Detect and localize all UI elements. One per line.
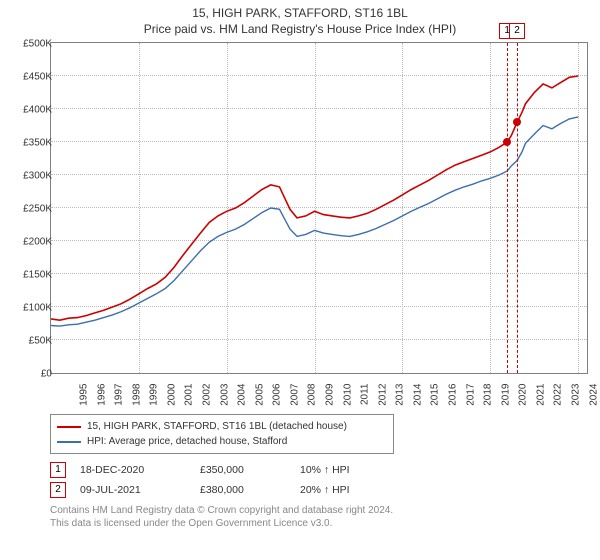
legend-label: 15, HIGH PARK, STAFFORD, ST16 1BL (detac…	[87, 419, 347, 434]
sale-marker-point	[513, 118, 521, 126]
sale-row: 2 09-JUL-2021£380,00020% ↑ HPI	[50, 482, 592, 498]
footnote-line2: This data is licensed under the Open Gov…	[50, 517, 592, 530]
sale-marker-badge: 2	[509, 23, 525, 39]
x-tick-label: 2011	[360, 384, 371, 414]
legend-swatch	[57, 441, 81, 443]
x-tick-label: 1996	[96, 384, 107, 414]
x-tick-label: 2002	[202, 384, 213, 414]
footnote: Contains HM Land Registry data © Crown c…	[50, 504, 592, 530]
y-tick-label: £50K	[12, 336, 52, 347]
legend-label: HPI: Average price, detached house, Staf…	[87, 434, 287, 449]
y-tick-label: £450K	[12, 72, 52, 83]
sale-marker-point	[503, 138, 511, 146]
x-tick-label: 2004	[237, 384, 248, 414]
sale-row: 1 18-DEC-2020£350,00010% ↑ HPI	[50, 462, 592, 478]
y-tick-label: £250K	[12, 204, 52, 215]
legend: 15, HIGH PARK, STAFFORD, ST16 1BL (detac…	[50, 414, 394, 454]
sale-vs-hpi: 20% ↑ HPI	[300, 484, 350, 496]
y-tick-label: £150K	[12, 270, 52, 281]
x-tick-label: 2018	[483, 384, 494, 414]
y-tick-label: £500K	[12, 39, 52, 50]
x-tick-label: 2009	[325, 384, 336, 414]
chart-title: 15, HIGH PARK, STAFFORD, ST16 1BL	[8, 6, 592, 20]
legend-row: HPI: Average price, detached house, Staf…	[57, 434, 387, 449]
y-tick-label: £200K	[12, 237, 52, 248]
x-tick-label: 2005	[254, 384, 265, 414]
y-tick-label: £350K	[12, 138, 52, 149]
footnote-line1: Contains HM Land Registry data © Crown c…	[50, 504, 592, 517]
x-tick-label: 2013	[395, 384, 406, 414]
x-tick-label: 2007	[289, 384, 300, 414]
x-tick-label: 2012	[377, 384, 388, 414]
y-tick-label: £400K	[12, 105, 52, 116]
x-tick-label: 1998	[131, 384, 142, 414]
x-tick-label: 2024	[588, 384, 599, 414]
x-tick-label: 2015	[430, 384, 441, 414]
x-tick-label: 1999	[149, 384, 160, 414]
x-tick-label: 2010	[342, 384, 353, 414]
y-tick-label: £300K	[12, 171, 52, 182]
x-tick-label: 2023	[571, 384, 582, 414]
y-tick-label: £100K	[12, 303, 52, 314]
x-tick-label: 2000	[166, 384, 177, 414]
y-tick-label: £0	[12, 369, 52, 380]
sale-badge: 2	[50, 482, 66, 498]
x-tick-label: 2008	[307, 384, 318, 414]
x-tick-label: 2014	[412, 384, 423, 414]
x-tick-label: 2003	[219, 384, 230, 414]
x-tick-label: 2017	[465, 384, 476, 414]
x-tick-label: 2022	[553, 384, 564, 414]
plot-area: 12	[50, 42, 588, 374]
sales-table: 1 18-DEC-2020£350,00010% ↑ HPI 2 09-JUL-202…	[50, 462, 592, 498]
x-tick-label: 2021	[535, 384, 546, 414]
sale-vs-hpi: 10% ↑ HPI	[300, 464, 350, 476]
x-tick-label: 2001	[184, 384, 195, 414]
x-tick-label: 1997	[114, 384, 125, 414]
x-tick-label: 2006	[272, 384, 283, 414]
sale-price: £380,000	[200, 484, 300, 496]
sale-date: 09-JUL-2021	[80, 484, 200, 496]
x-tick-label: 1995	[79, 384, 90, 414]
x-tick-label: 2020	[518, 384, 529, 414]
legend-row: 15, HIGH PARK, STAFFORD, ST16 1BL (detac…	[57, 419, 387, 434]
x-tick-label: 2016	[448, 384, 459, 414]
sale-badge: 1	[50, 462, 66, 478]
x-tick-label: 2019	[500, 384, 511, 414]
sale-price: £350,000	[200, 464, 300, 476]
sale-date: 18-DEC-2020	[80, 464, 200, 476]
legend-swatch	[57, 426, 81, 428]
